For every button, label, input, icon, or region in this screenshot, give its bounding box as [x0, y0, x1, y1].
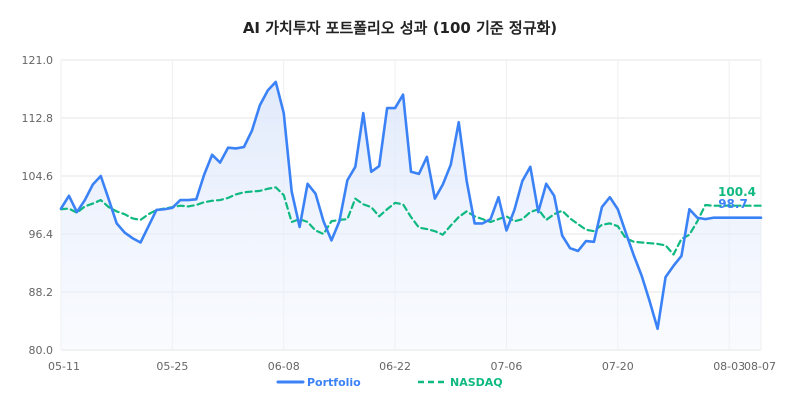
x-tick-label: 06-22: [379, 360, 411, 373]
chart-title: AI 가치투자 포트폴리오 성과 (100 기준 정규화): [243, 19, 557, 37]
series-line-nasdaq: [59, 186, 763, 256]
y-tick-label: 121.0: [22, 54, 54, 67]
y-tick-label: 96.4: [29, 228, 54, 241]
x-tick-label: 07-20: [602, 360, 634, 373]
x-tick-label: 08-07: [744, 360, 776, 373]
end-label-nasdaq: 100.4: [718, 185, 756, 199]
legend[interactable]: Portfolio NASDAQ: [276, 376, 503, 389]
x-tick-label: 05-25: [156, 360, 188, 373]
y-tick-label: 112.8: [22, 112, 54, 125]
end-label-portfolio: 98.7: [718, 197, 748, 211]
y-tick-label: 88.2: [29, 286, 54, 299]
series-lines: [59, 80, 763, 331]
y-tick-label: 104.6: [22, 170, 54, 183]
legend-label-nasdaq: NASDAQ: [450, 376, 503, 389]
legend-label-portfolio: Portfolio: [307, 376, 361, 389]
series-line-portfolio: [59, 80, 763, 331]
legend-item-portfolio[interactable]: Portfolio: [276, 376, 361, 389]
x-tick-label: 07-06: [490, 360, 522, 373]
x-tick-label: 08-03: [713, 360, 745, 373]
x-tick-label: 05-11: [48, 360, 80, 373]
end-labels: 100.498.7: [718, 185, 756, 211]
y-axis-ticks: 80.0 88.2 96.4 104.6 112.8 121.0: [22, 54, 54, 357]
legend-item-nasdaq[interactable]: NASDAQ: [418, 376, 503, 389]
x-tick-label: 06-08: [268, 360, 300, 373]
y-tick-label: 80.0: [29, 344, 54, 357]
